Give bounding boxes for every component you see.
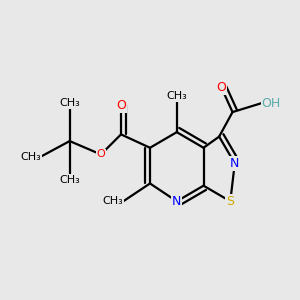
Text: OH: OH (262, 97, 281, 110)
Text: S: S (226, 195, 234, 208)
Text: O: O (97, 149, 105, 160)
Text: O: O (116, 99, 126, 112)
Text: N: N (172, 195, 182, 208)
Text: CH₃: CH₃ (167, 91, 187, 101)
Text: O: O (216, 81, 226, 94)
Text: CH₃: CH₃ (59, 175, 80, 184)
Text: CH₃: CH₃ (59, 98, 80, 108)
Text: N: N (230, 157, 239, 170)
Text: CH₃: CH₃ (103, 196, 123, 206)
Text: CH₃: CH₃ (20, 152, 41, 162)
